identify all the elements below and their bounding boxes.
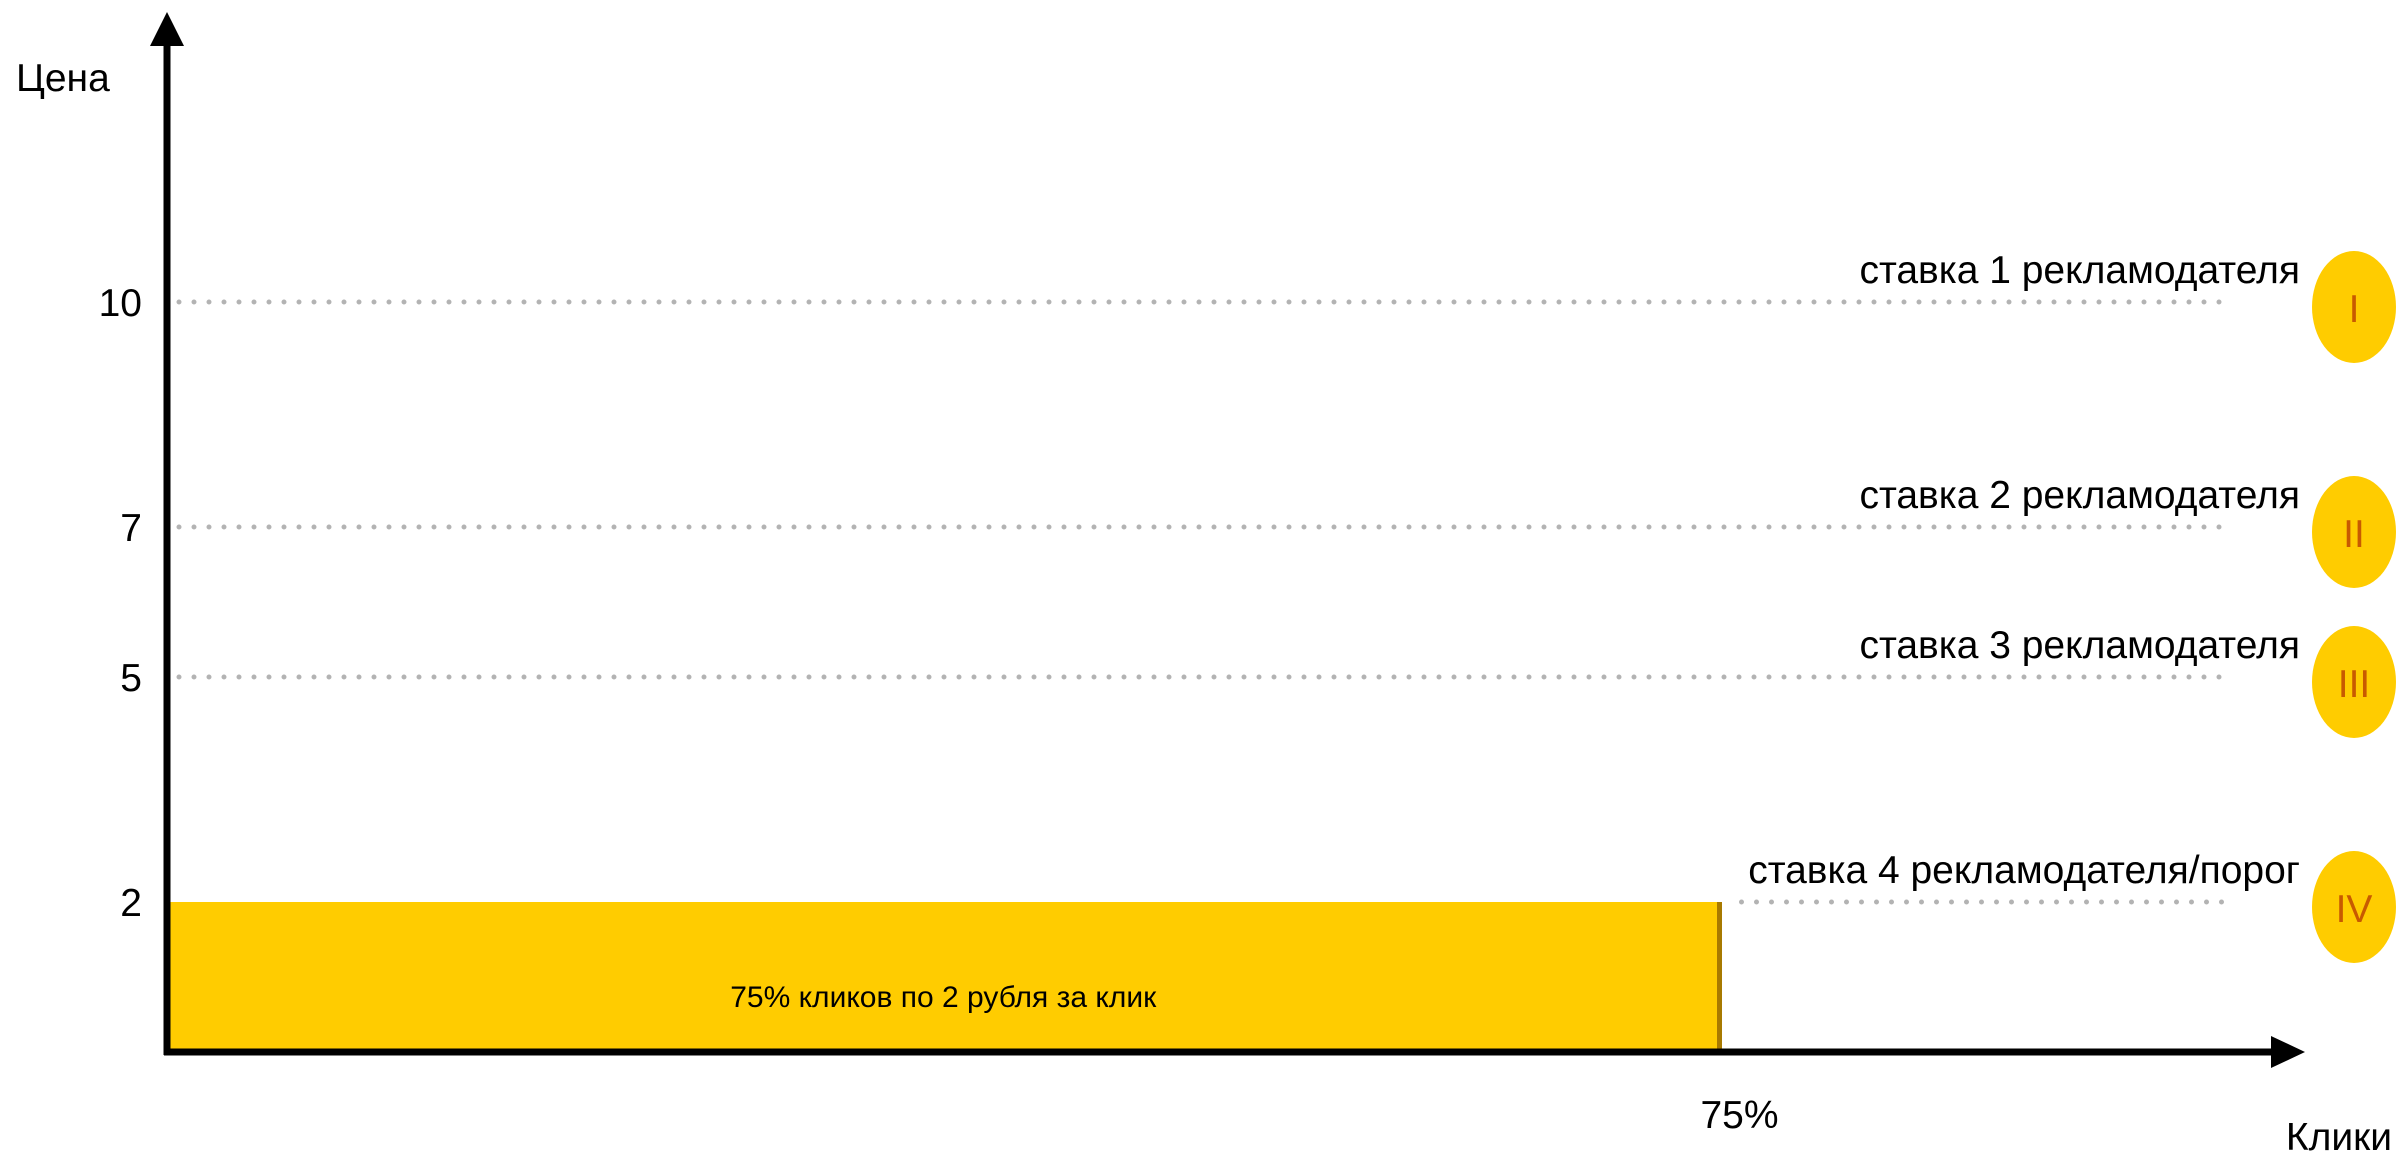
x-axis-title: Клики [2286,1116,2392,1157]
y-tick-label-1: 10 [99,282,142,325]
bid-badge-2 [2312,476,2396,588]
x-tick-label-1: 75% [1700,1094,1778,1137]
bid-badge-label-2: II [2343,513,2365,556]
bars: 75% кликов по 2 рубля за клик [167,902,1722,1052]
bid-badge-1 [2312,251,2396,363]
bar-label-1: 75% кликов по 2 рубля за клик [730,981,1157,1014]
axes [150,12,2305,1068]
bid-badge-label-4: IV [2336,888,2373,931]
bid-guide-lines [176,299,2225,905]
y-tick-label-4: 2 [120,882,142,925]
bid-label-3: ставка 3 рекламодателя [1859,624,2300,667]
bid-badge-label-1: I [2349,288,2360,331]
bid-label-1: ставка 1 рекламодателя [1859,249,2300,292]
bid-badge-label-3: III [2338,663,2371,706]
tick-labels: 10 7 5 2 75% [99,282,1779,1137]
bid-badge-4 [2312,851,2396,963]
y-axis-title: Цена [16,57,110,100]
y-tick-label-2: 7 [120,507,142,550]
bid-badge-3 [2312,626,2396,738]
y-axis-arrow [150,12,184,46]
bar-1 [167,902,1720,1052]
bid-label-2: ставка 2 рекламодателя [1859,474,2300,517]
x-axis-arrow [2271,1036,2305,1068]
y-tick-label-3: 5 [120,657,142,700]
bid-label-4: ставка 4 рекламодателя/порог [1748,849,2300,892]
